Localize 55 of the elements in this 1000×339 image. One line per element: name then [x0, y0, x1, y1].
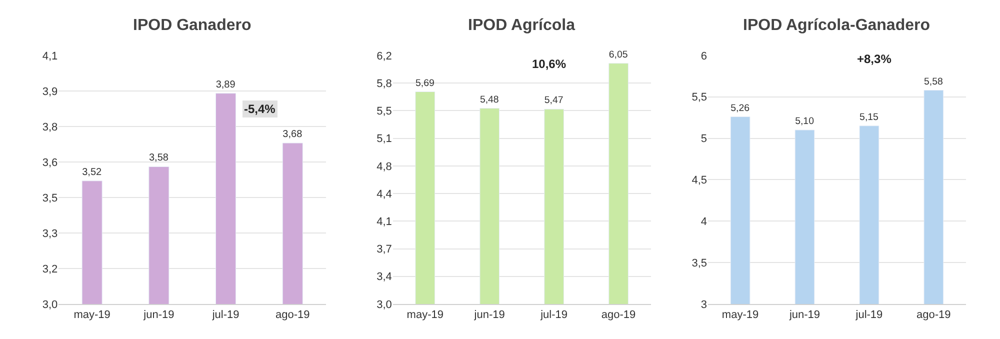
- x-tick-label: jun-19: [473, 309, 505, 322]
- x-tick-label: jun-19: [788, 309, 820, 322]
- y-tick-label: 4,4: [376, 188, 392, 200]
- data-label: 5,48: [480, 94, 499, 106]
- chart-title: IPOD Agrícola-Ganadero: [743, 17, 930, 34]
- y-tick-label: 5: [700, 133, 708, 146]
- data-label: 3,68: [282, 129, 303, 140]
- data-label: 5,58: [924, 76, 943, 88]
- y-tick-label: 3,0: [376, 298, 392, 311]
- y-tick-label: 3,7: [376, 244, 392, 256]
- y-tick-label: 4,1: [376, 216, 392, 228]
- data-label: 3,52: [82, 166, 102, 178]
- y-tick-label: 5,5: [692, 92, 708, 104]
- data-label: 6,05: [608, 49, 628, 60]
- y-tick-label: 5,1: [376, 133, 392, 146]
- x-tick-label: ago-19: [916, 309, 951, 322]
- data-label: 5,69: [415, 78, 434, 89]
- y-tick-label: 5,5: [376, 106, 392, 118]
- y-tick-label: 3,6: [42, 156, 58, 169]
- y-tick-label: 5,8: [376, 78, 392, 90]
- data-label: 5,15: [860, 112, 878, 123]
- y-tick-label: 6: [700, 50, 708, 62]
- annotation: -5,4%: [244, 102, 276, 116]
- y-tick-label: 3,3: [42, 228, 58, 240]
- x-tick-label: jul-19: [211, 309, 240, 322]
- y-tick-label: 4,8: [376, 160, 392, 173]
- data-label: 5,10: [795, 116, 815, 128]
- y-tick-label: 4: [700, 216, 708, 228]
- x-tick-label: jul-19: [854, 309, 883, 322]
- x-tick-label: may-19: [74, 309, 110, 322]
- data-label: 5,47: [544, 95, 564, 106]
- y-tick-label: 3: [700, 298, 708, 311]
- x-tick-label: may-19: [722, 309, 759, 322]
- y-tick-label: 4,5: [692, 174, 708, 187]
- x-tick-label: ago-19: [275, 309, 310, 322]
- chart-title: IPOD Agrícola: [468, 17, 576, 34]
- x-tick-label: jul-19: [540, 309, 568, 322]
- y-tick-label: 3,9: [42, 86, 58, 98]
- y-tick-label: 3,2: [42, 263, 58, 276]
- y-tick-label: 3,0: [42, 298, 58, 311]
- y-tick-label: 3,5: [42, 192, 58, 204]
- data-label: 3,58: [148, 152, 169, 164]
- y-tick-label: 4,1: [42, 50, 58, 62]
- data-label: 3,89: [216, 79, 236, 90]
- y-tick-label: 3,4: [376, 271, 392, 284]
- y-tick-label: 6,2: [376, 50, 392, 62]
- y-tick-label: 3,5: [692, 257, 708, 270]
- annotation: 10,6%: [532, 57, 566, 71]
- chart-title: IPOD Ganadero: [133, 17, 252, 34]
- x-tick-label: ago-19: [601, 309, 636, 322]
- x-tick-label: may-19: [406, 309, 444, 322]
- annotation: +8,3%: [857, 52, 892, 66]
- x-tick-label: jun-19: [142, 309, 174, 322]
- data-label: 5,26: [730, 102, 750, 114]
- y-tick-label: 3,8: [42, 121, 58, 134]
